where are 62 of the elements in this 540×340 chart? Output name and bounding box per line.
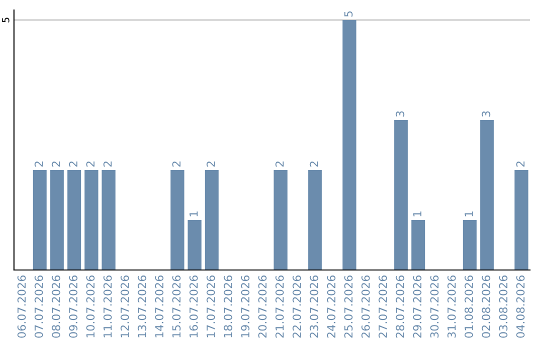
x-tick-label: 16.07.2026 bbox=[189, 276, 198, 338]
bar bbox=[342, 20, 356, 270]
bar bbox=[67, 170, 82, 270]
x-tick-label: 18.07.2026 bbox=[224, 276, 232, 338]
bar bbox=[32, 170, 47, 270]
data-label: 2 bbox=[275, 162, 284, 167]
bar bbox=[462, 220, 477, 270]
data-label: 2 bbox=[69, 162, 78, 167]
x-tick-label: 26.07.2026 bbox=[361, 276, 370, 338]
x-tick-label: 04.08.2026 bbox=[516, 276, 525, 338]
bar bbox=[411, 220, 426, 270]
x-tick-label: 07.07.2026 bbox=[34, 276, 44, 338]
x-tick-label: 09.07.2026 bbox=[69, 276, 78, 338]
x-tick-label: 24.07.2026 bbox=[327, 276, 336, 338]
x-tick-label: 10.07.2026 bbox=[86, 276, 95, 338]
data-label: 2 bbox=[86, 162, 94, 167]
data-label: 3 bbox=[396, 111, 404, 117]
bar bbox=[170, 170, 184, 270]
data-label: 1 bbox=[190, 211, 198, 216]
bar bbox=[274, 170, 288, 270]
x-tick-label: 29.07.2026 bbox=[413, 276, 422, 338]
data-label: 2 bbox=[516, 162, 524, 167]
data-label: 1 bbox=[464, 211, 473, 216]
data-label: 2 bbox=[103, 162, 112, 167]
x-tick-label: 02.08.2026 bbox=[482, 276, 490, 338]
x-tick-label: 17.07.2026 bbox=[206, 276, 216, 338]
bar bbox=[514, 170, 528, 270]
x-tick-label: 31.07.2026 bbox=[447, 276, 456, 338]
bar bbox=[50, 170, 64, 270]
data-label: 2 bbox=[206, 162, 215, 167]
x-tick-label: 28.07.2026 bbox=[396, 276, 404, 338]
x-tick-label: 01.08.2026 bbox=[464, 276, 474, 338]
x-tick-label: 13.07.2026 bbox=[138, 276, 146, 338]
x-tick-label: 14.07.2026 bbox=[155, 276, 164, 338]
x-tick-label: 30.07.2026 bbox=[430, 276, 439, 338]
x-tick-label: 23.07.2026 bbox=[310, 276, 318, 338]
data-label: 3 bbox=[482, 111, 490, 117]
data-label: 5 bbox=[344, 11, 353, 17]
bar bbox=[84, 170, 98, 270]
bar bbox=[188, 220, 202, 270]
bar bbox=[394, 120, 408, 270]
x-tick-label: 21.07.2026 bbox=[275, 276, 284, 338]
x-tick-label: 20.07.2026 bbox=[258, 276, 267, 338]
bar bbox=[204, 170, 219, 270]
data-label: 2 bbox=[52, 162, 60, 167]
x-tick-label: 08.07.2026 bbox=[52, 276, 60, 338]
bar bbox=[480, 120, 494, 270]
x-tick-label: 11.07.2026 bbox=[103, 276, 112, 338]
data-label: 2 bbox=[172, 162, 180, 167]
x-tick-label: 25.07.2026 bbox=[344, 276, 353, 338]
x-tick-label: 12.07.2026 bbox=[120, 276, 130, 338]
bar bbox=[308, 170, 322, 270]
x-tick-label: 03.08.2026 bbox=[499, 276, 508, 338]
data-label: 1 bbox=[413, 211, 422, 216]
bar bbox=[102, 170, 116, 270]
x-tick-label: 22.07.2026 bbox=[292, 276, 302, 338]
x-tick-label: 06.07.2026 bbox=[17, 276, 26, 338]
data-label: 2 bbox=[310, 162, 318, 167]
x-tick-label: 27.07.2026 bbox=[378, 276, 388, 338]
x-tick-label: 19.07.2026 bbox=[241, 276, 250, 338]
x-tick-label: 15.07.2026 bbox=[172, 276, 181, 338]
data-label: 2 bbox=[34, 162, 43, 167]
